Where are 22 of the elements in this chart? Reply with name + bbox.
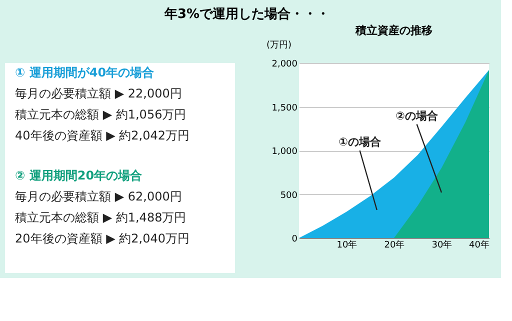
annotation: ①の場合 — [338, 136, 382, 148]
text: ① 運用期間が40年の場合 — [15, 66, 156, 80]
text: 20年後の資産額 ▶ 約2,040万円 — [15, 232, 190, 246]
y-axis-title: (万円) — [266, 40, 292, 50]
y-tick-label: 1,000 — [272, 147, 298, 157]
annotation: ②の場合 — [396, 109, 439, 122]
text: ② 運用期間20年の場合 — [15, 168, 144, 183]
x-tick-label: 30年 — [432, 240, 452, 250]
y-tick-label: 2,000 — [272, 60, 298, 70]
x-tick-label: 20年 — [384, 240, 405, 250]
text: 毎月の必要積立額 ▶ 62,000円 — [15, 190, 182, 204]
text: 積立元本の総額 ▶ 約1,056万円 — [15, 108, 186, 122]
x-tick-label: 10年 — [336, 240, 358, 250]
text: 年3%で運用した場合・・・ — [163, 6, 330, 22]
text: 毎月の必要積立額 ▶ 22,000円 — [15, 86, 182, 101]
text: 40年後の資産額 ▶ 約2,042万円 — [15, 128, 190, 143]
chart-title: 積立資産の推移 — [354, 24, 432, 37]
y-tick-label: 0 — [292, 234, 298, 244]
text: 積立元本の総額 ▶ 約1,488万円 — [15, 210, 186, 225]
y-tick-label: 1,500 — [272, 103, 298, 114]
y-tick-label: 500 — [280, 190, 298, 201]
x-tick-label: 40年 — [469, 240, 490, 250]
